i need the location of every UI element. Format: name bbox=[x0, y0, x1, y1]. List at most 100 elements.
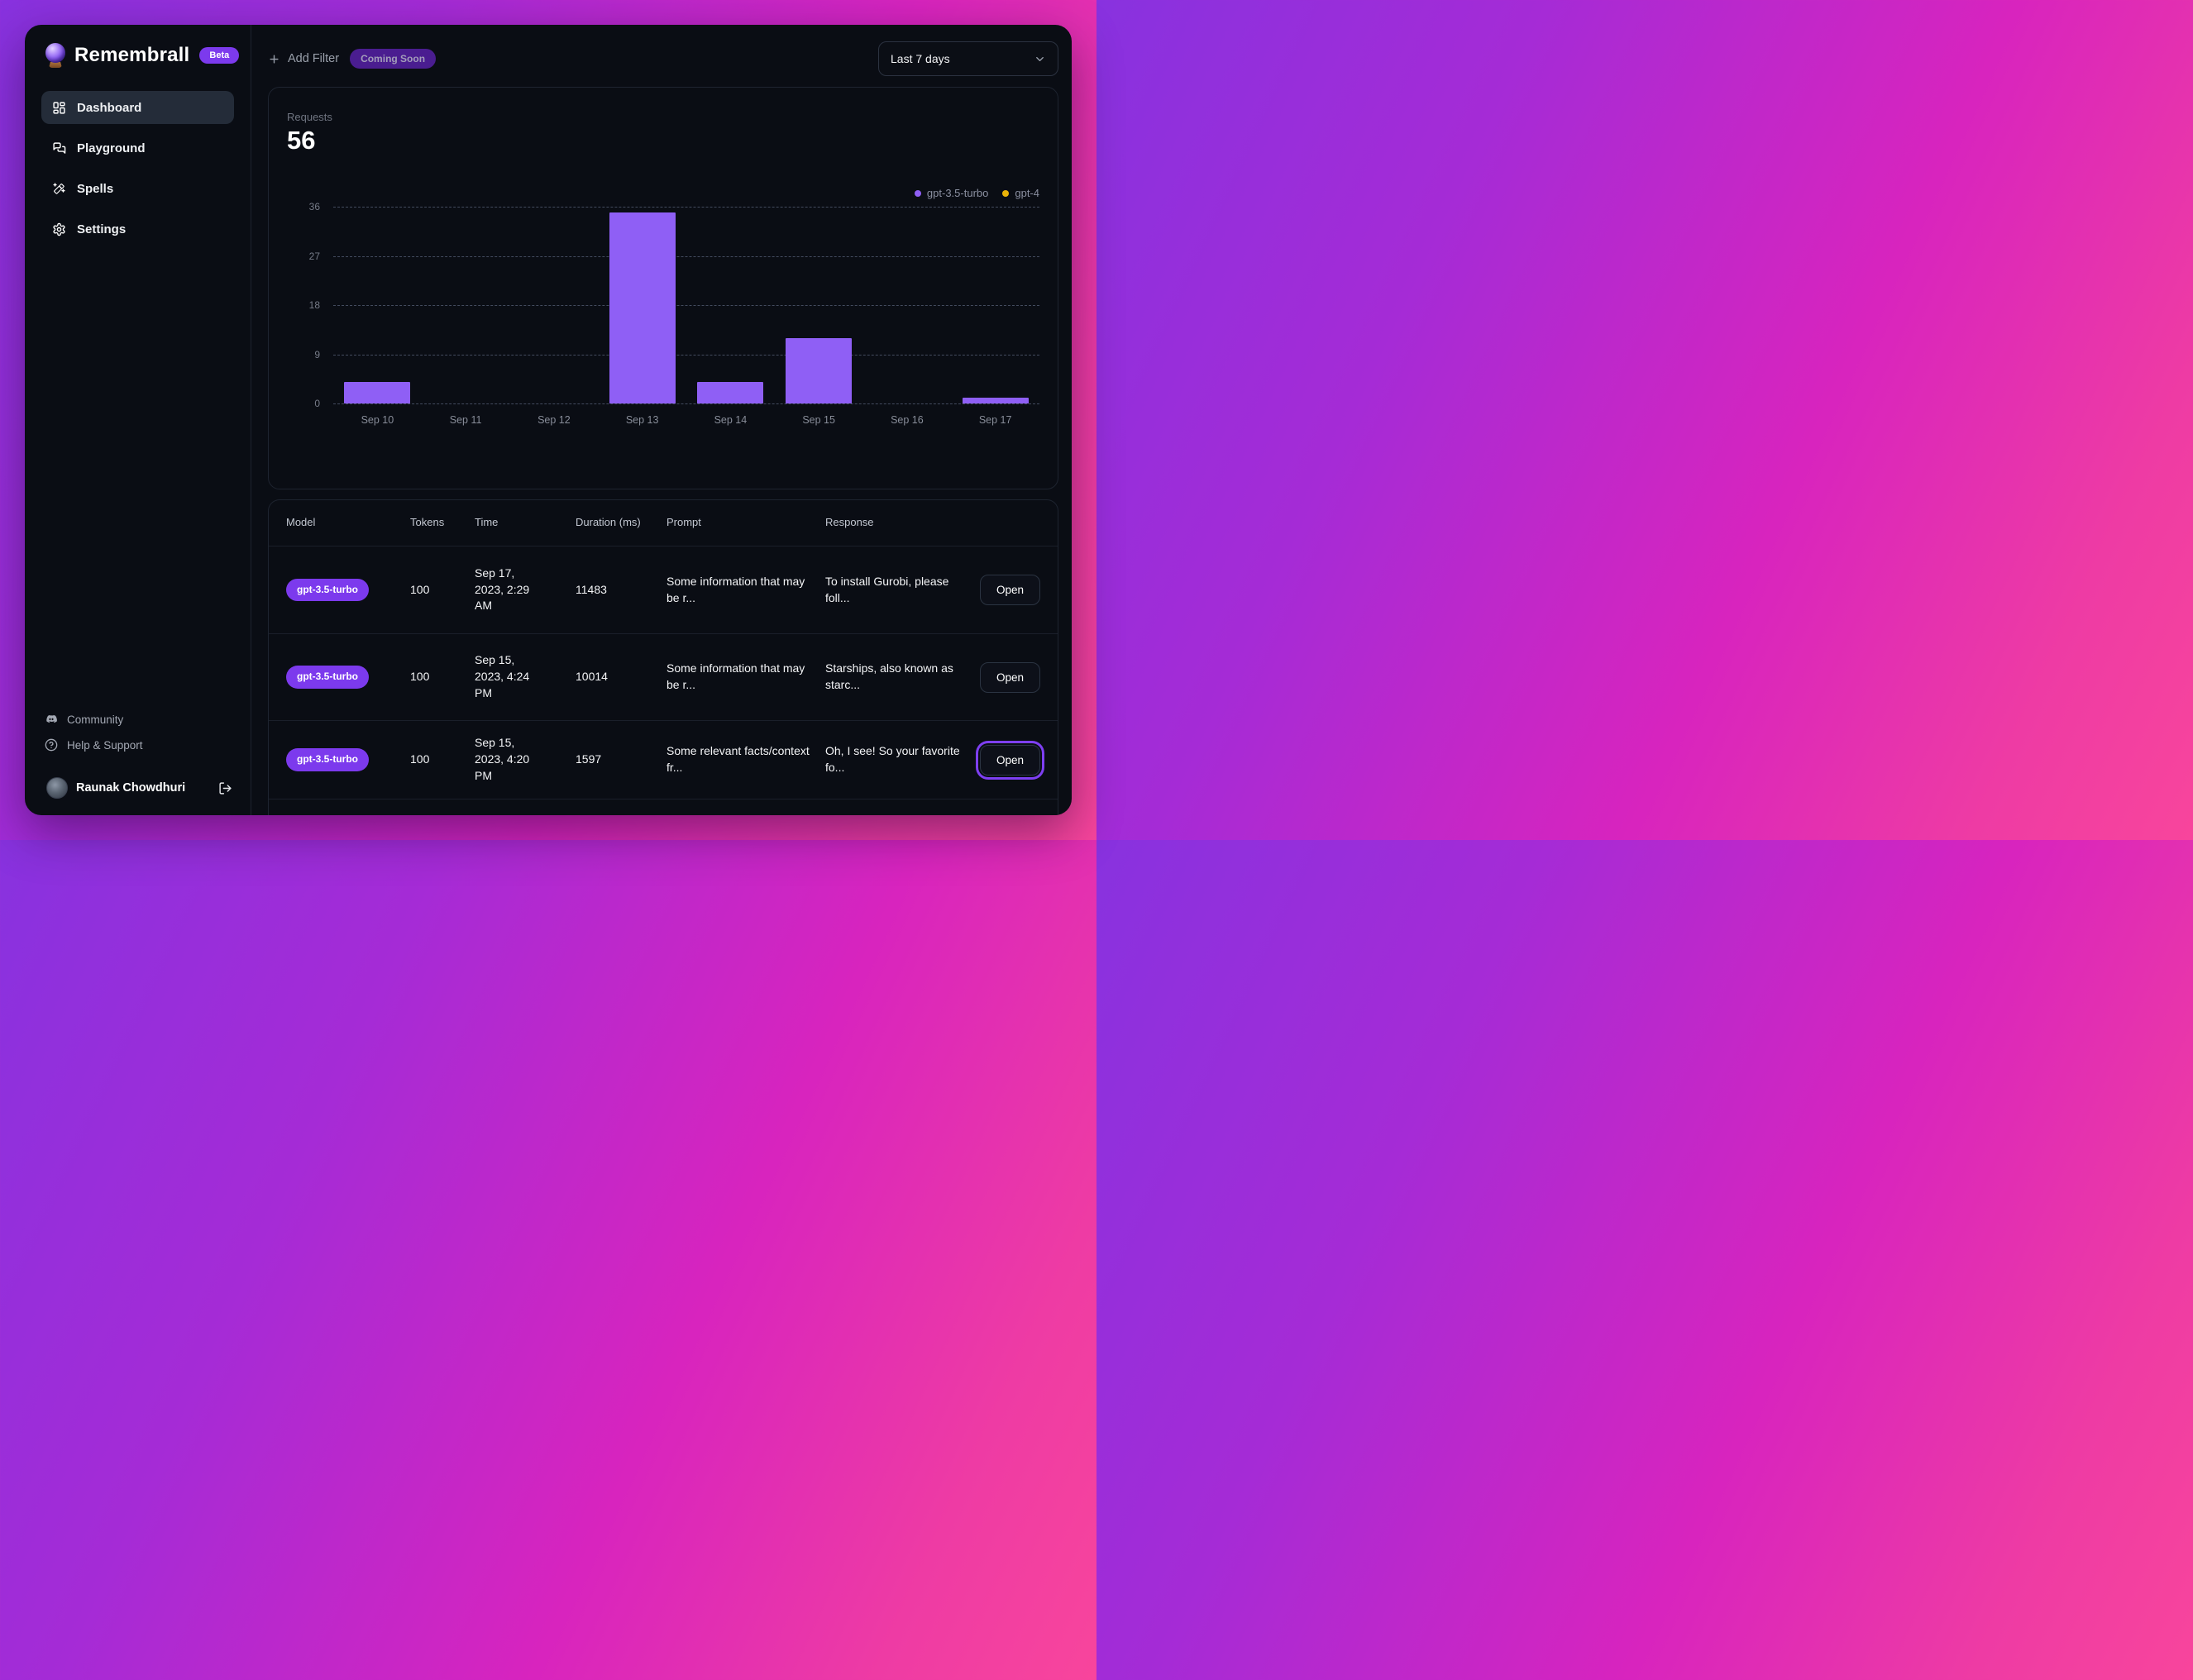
column-header-tokens: Tokens bbox=[410, 516, 445, 529]
chart-legend: gpt-3.5-turbo gpt-4 bbox=[914, 187, 1039, 199]
requests-chart-card: Requests 56 gpt-3.5-turbo gpt-4 36 27 18… bbox=[268, 87, 1058, 489]
response-cell: To install Gurobi, please foll... bbox=[825, 574, 949, 604]
y-tick: 9 bbox=[314, 348, 320, 360]
help-support-label: Help & Support bbox=[67, 738, 143, 752]
open-button[interactable]: Open bbox=[979, 575, 1040, 605]
user-row: Raunak Chowdhuri bbox=[45, 777, 234, 799]
community-link[interactable]: Community bbox=[45, 713, 234, 726]
gear-icon bbox=[53, 222, 65, 236]
beta-badge: Beta bbox=[199, 47, 240, 64]
model-badge: gpt-3.5-turbo bbox=[286, 578, 369, 602]
model-badge: gpt-3.5-turbo bbox=[286, 666, 369, 689]
duration-cell: 1597 bbox=[576, 752, 602, 766]
sidebar-item-playground[interactable]: Playground bbox=[41, 131, 234, 165]
chat-bubbles-icon bbox=[53, 141, 66, 154]
gridline bbox=[333, 403, 1039, 404]
legend-label: gpt-3.5-turbo bbox=[926, 187, 989, 199]
x-axis-label: Sep 12 bbox=[538, 414, 571, 426]
x-axis-label: Sep 15 bbox=[802, 414, 835, 426]
sidebar-item-spells[interactable]: Spells bbox=[41, 172, 234, 205]
y-tick: 18 bbox=[308, 299, 320, 311]
help-support-link[interactable]: Help & Support bbox=[45, 738, 234, 752]
sidebar: Remembrall Beta Dashboard Playground Spe… bbox=[25, 25, 251, 815]
open-button[interactable]: Open bbox=[979, 744, 1040, 776]
sidebar-nav: Dashboard Playground Spells Settings bbox=[41, 91, 234, 246]
bar-chart: 36 27 18 9 0 bbox=[287, 201, 1039, 409]
open-button[interactable]: Open bbox=[979, 661, 1040, 693]
sidebar-item-label: Dashboard bbox=[77, 100, 142, 115]
requests-total: 56 bbox=[287, 126, 316, 155]
column-header-prompt: Prompt bbox=[666, 516, 701, 529]
plot-area bbox=[333, 207, 1039, 404]
date-range-value: Last 7 days bbox=[891, 52, 950, 65]
chart-bar-sep-14 bbox=[697, 381, 764, 403]
x-axis-label: Sep 17 bbox=[978, 414, 1012, 426]
table-row: gpt-3.5-turbo 100 Sep 17, 2023, 2:29 AM … bbox=[269, 546, 1058, 634]
legend-item-gpt-4: gpt-4 bbox=[1002, 187, 1039, 199]
y-tick: 0 bbox=[314, 398, 320, 409]
y-tick: 27 bbox=[308, 250, 320, 262]
avatar bbox=[46, 777, 68, 799]
user-name: Raunak Chowdhuri bbox=[76, 781, 186, 795]
x-axis: Sep 10 Sep 11 Sep 12 Sep 13 Sep 14 Sep 1… bbox=[333, 414, 1039, 426]
prompt-cell: Some information that may be r... bbox=[666, 574, 805, 604]
discord-icon bbox=[46, 714, 57, 723]
dashboard-icon bbox=[53, 101, 65, 114]
column-header-model: Model bbox=[286, 516, 316, 529]
duration-cell: 11483 bbox=[576, 582, 607, 596]
table-row: gpt-3.5-turbo 100 Sep 15, 2023, 4:20 PM … bbox=[269, 721, 1058, 799]
bars bbox=[333, 207, 1039, 403]
sidebar-item-label: Spells bbox=[77, 181, 114, 196]
brand: Remembrall Beta bbox=[41, 43, 240, 68]
column-header-duration: Duration (ms) bbox=[576, 516, 641, 529]
date-range-select[interactable]: Last 7 days bbox=[878, 41, 1058, 76]
chart-title: Requests bbox=[287, 111, 332, 123]
y-tick: 36 bbox=[308, 201, 320, 212]
sidebar-item-settings[interactable]: Settings bbox=[41, 212, 234, 246]
gridline bbox=[333, 207, 1039, 208]
response-cell: Starships, also known as starc... bbox=[825, 661, 953, 691]
logout-button[interactable] bbox=[217, 780, 234, 797]
chart-bar-sep-13 bbox=[609, 212, 676, 403]
magic-wand-icon bbox=[53, 182, 65, 194]
column-header-time: Time bbox=[475, 516, 499, 529]
chevron-down-icon bbox=[1036, 56, 1044, 61]
tokens-cell: 100 bbox=[410, 752, 430, 766]
sidebar-item-dashboard[interactable]: Dashboard bbox=[41, 91, 234, 124]
app-title: Remembrall bbox=[74, 44, 190, 66]
add-filter-label: Add Filter bbox=[288, 52, 340, 65]
x-axis-label: Sep 13 bbox=[625, 414, 659, 426]
x-axis-label: Sep 10 bbox=[361, 414, 394, 426]
time-cell: Sep 17, 2023, 2:29 AM bbox=[475, 566, 530, 613]
crystal-ball-logo-icon bbox=[45, 43, 66, 68]
model-badge: gpt-3.5-turbo bbox=[286, 748, 369, 771]
legend-dot-purple bbox=[914, 189, 921, 197]
sidebar-footer: Community Help & Support Raunak Chowdhur… bbox=[41, 713, 234, 799]
sidebar-item-label: Settings bbox=[77, 222, 127, 236]
x-axis-label: Sep 11 bbox=[449, 414, 482, 426]
tokens-cell: 100 bbox=[410, 670, 430, 684]
x-axis-label: Sep 14 bbox=[714, 414, 748, 426]
help-circle-icon bbox=[45, 738, 58, 752]
legend-dot-yellow bbox=[1002, 189, 1010, 197]
response-cell: Oh, I see! So your favorite fo... bbox=[825, 744, 960, 774]
logout-icon bbox=[219, 781, 232, 795]
chart-bar-sep-17 bbox=[962, 398, 1029, 403]
x-axis-label: Sep 16 bbox=[891, 414, 924, 426]
chart-bar-sep-10 bbox=[344, 381, 411, 403]
community-label: Community bbox=[67, 713, 124, 726]
prompt-cell: Some information that may be r... bbox=[666, 661, 805, 691]
sidebar-item-label: Playground bbox=[77, 141, 146, 155]
tokens-cell: 100 bbox=[410, 582, 430, 596]
column-header-response: Response bbox=[825, 516, 874, 529]
add-filter-button[interactable]: Add Filter Coming Soon bbox=[268, 49, 437, 69]
desktop-background: { "app": { "name": "Remembrall", "badge"… bbox=[0, 0, 1096, 840]
topbar: Add Filter Coming Soon Last 7 days bbox=[268, 41, 1058, 76]
time-cell: Sep 15, 2023, 4:24 PM bbox=[475, 653, 530, 699]
requests-table: Model Tokens Time Duration (ms) Prompt R… bbox=[268, 499, 1058, 815]
y-axis: 36 27 18 9 0 bbox=[287, 201, 320, 409]
coming-soon-badge: Coming Soon bbox=[350, 49, 437, 69]
gridline bbox=[333, 305, 1039, 306]
legend-label: gpt-4 bbox=[1015, 187, 1039, 199]
chart-bar-sep-15 bbox=[786, 337, 853, 403]
